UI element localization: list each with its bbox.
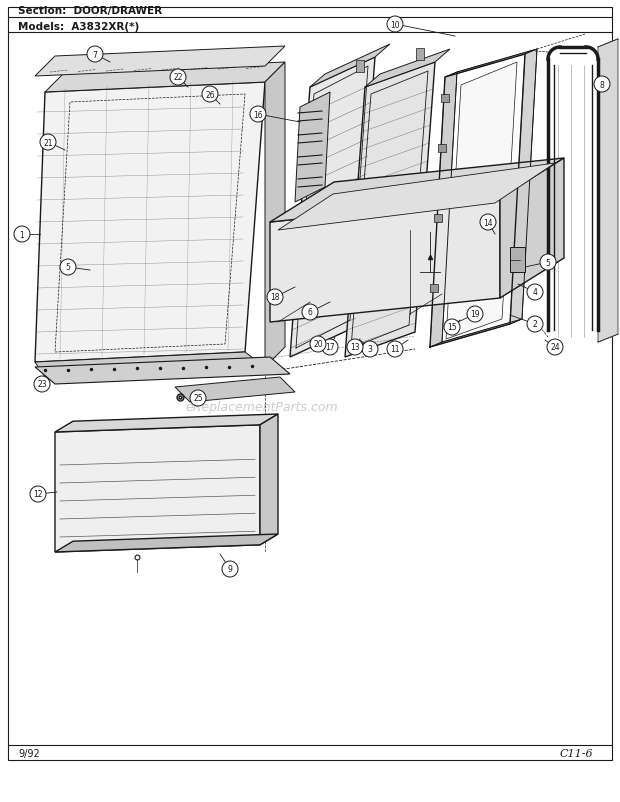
Text: 20: 20 — [313, 340, 323, 349]
Circle shape — [40, 135, 56, 151]
Circle shape — [347, 339, 363, 355]
Circle shape — [540, 255, 556, 270]
Circle shape — [547, 339, 563, 355]
Circle shape — [60, 260, 76, 276]
Polygon shape — [430, 73, 457, 347]
Polygon shape — [430, 320, 522, 347]
Circle shape — [310, 337, 326, 353]
Text: 15: 15 — [447, 323, 457, 332]
Polygon shape — [55, 534, 278, 553]
Circle shape — [527, 285, 543, 301]
Text: 19: 19 — [470, 310, 480, 319]
Polygon shape — [434, 215, 442, 223]
Text: 17: 17 — [325, 343, 335, 352]
Polygon shape — [510, 248, 525, 273]
Polygon shape — [35, 47, 285, 77]
Circle shape — [170, 70, 186, 86]
Circle shape — [250, 107, 266, 123]
Text: 22: 22 — [173, 74, 183, 83]
Text: 4: 4 — [533, 288, 538, 297]
Polygon shape — [35, 358, 290, 384]
Circle shape — [467, 306, 483, 322]
Text: 13: 13 — [350, 343, 360, 352]
Polygon shape — [270, 199, 500, 322]
Polygon shape — [438, 145, 446, 153]
Polygon shape — [510, 50, 537, 325]
Polygon shape — [416, 49, 424, 61]
Polygon shape — [295, 93, 330, 203]
Circle shape — [322, 339, 338, 355]
Polygon shape — [175, 378, 295, 403]
Circle shape — [30, 486, 46, 502]
Text: 16: 16 — [253, 111, 263, 119]
Text: 26: 26 — [205, 91, 215, 99]
Circle shape — [387, 17, 403, 33]
Circle shape — [267, 290, 283, 306]
Text: 7: 7 — [92, 51, 97, 59]
Text: 5: 5 — [546, 258, 551, 267]
Text: 9: 9 — [228, 565, 232, 573]
Circle shape — [302, 305, 318, 321]
Text: 14: 14 — [483, 218, 493, 227]
Circle shape — [87, 47, 103, 63]
Circle shape — [362, 342, 378, 358]
Polygon shape — [446, 63, 517, 339]
Polygon shape — [345, 63, 435, 358]
Polygon shape — [55, 425, 260, 553]
Polygon shape — [356, 61, 364, 73]
Polygon shape — [441, 95, 449, 103]
Circle shape — [594, 77, 610, 93]
Polygon shape — [365, 50, 450, 88]
Text: 10: 10 — [390, 21, 400, 30]
Text: 5: 5 — [66, 263, 71, 272]
Polygon shape — [500, 159, 564, 298]
Circle shape — [222, 561, 238, 577]
Polygon shape — [290, 58, 375, 358]
Text: Models:  A3832XR(*): Models: A3832XR(*) — [18, 22, 140, 32]
Text: 21: 21 — [43, 138, 53, 148]
Polygon shape — [45, 63, 285, 93]
Polygon shape — [270, 159, 564, 223]
Polygon shape — [445, 50, 537, 78]
Text: 6: 6 — [308, 308, 312, 317]
Polygon shape — [35, 353, 265, 378]
Polygon shape — [598, 40, 618, 342]
Text: 1: 1 — [20, 230, 24, 239]
Circle shape — [387, 342, 403, 358]
Text: 23: 23 — [37, 380, 47, 389]
Text: 9/92: 9/92 — [18, 748, 40, 758]
Circle shape — [14, 227, 30, 243]
Text: Section:  DOOR/DRAWER: Section: DOOR/DRAWER — [18, 6, 162, 16]
Polygon shape — [260, 415, 278, 545]
Text: 25: 25 — [193, 394, 203, 403]
Circle shape — [444, 320, 460, 335]
Polygon shape — [310, 45, 390, 88]
Text: C11-6: C11-6 — [560, 748, 593, 758]
Polygon shape — [35, 83, 265, 363]
Text: 12: 12 — [33, 490, 43, 499]
Text: eReplacementParts.com: eReplacementParts.com — [185, 401, 338, 414]
Circle shape — [527, 317, 543, 333]
Polygon shape — [55, 415, 278, 432]
Text: 2: 2 — [533, 320, 538, 329]
Polygon shape — [278, 164, 555, 231]
Text: 8: 8 — [600, 80, 604, 89]
Text: 18: 18 — [270, 294, 280, 302]
Polygon shape — [430, 285, 438, 293]
Circle shape — [202, 87, 218, 103]
Polygon shape — [265, 63, 285, 367]
Text: 24: 24 — [550, 343, 560, 352]
Circle shape — [190, 391, 206, 407]
Text: 3: 3 — [368, 345, 373, 354]
Circle shape — [480, 215, 496, 231]
Text: 11: 11 — [390, 345, 400, 354]
Circle shape — [34, 376, 50, 392]
